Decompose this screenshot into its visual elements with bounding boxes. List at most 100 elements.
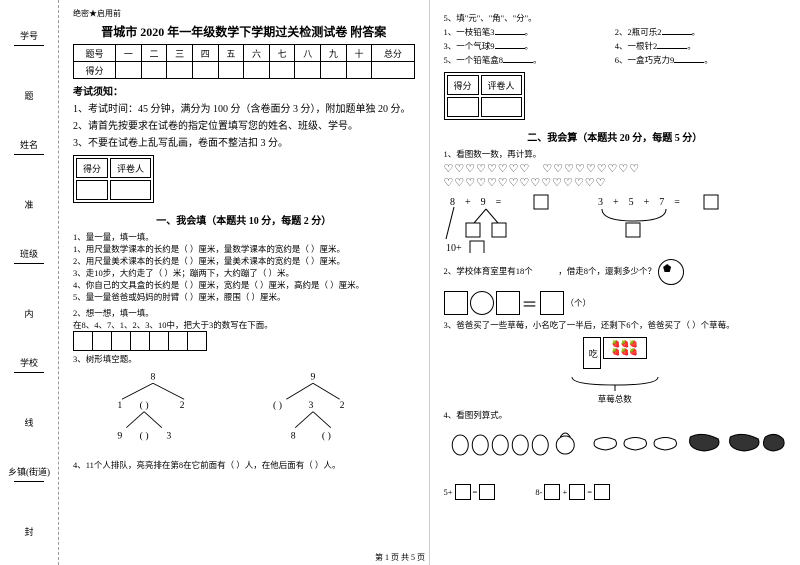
brace-icon	[570, 375, 660, 391]
section2-title: 二、我会算（本题共 20 分，每题 5 分）	[444, 129, 787, 144]
operator-circle	[470, 291, 494, 315]
s2q3-text: 3、爸爸买了一些草莓，小名吃了一半后，还剩下6个，爸爸买了（ ）个草莓。	[444, 319, 787, 331]
score-th: 六	[244, 45, 270, 62]
answer-box	[455, 484, 471, 500]
tree-left: 8 1 ( ) 2 9 ( ) 3	[83, 369, 223, 451]
q1-line: 1、用尺量数学课本的长约是（ ）厘米，量数学课本的宽约是（ ）厘米。	[73, 243, 415, 255]
q1-head: 1、量一量，填一填。	[73, 231, 415, 243]
page-footer: 第 1 页 共 5 页	[0, 552, 800, 563]
svg-text:3 + 5 + 7 =: 3 + 5 + 7 =	[598, 197, 680, 208]
rubric-box: 得分 评卷人	[73, 155, 154, 203]
svg-text:( ): ( )	[140, 400, 149, 411]
q4-text: 4、11个人排队，亮亮排在第8在它前面有（ ）人，在他后面有（ ）人。	[73, 459, 415, 471]
seal-mark: 准	[23, 200, 36, 209]
expr-prefix: 5+	[444, 487, 453, 497]
score-row-label: 得分	[74, 62, 116, 79]
binding-label-0: 乡镇(街道)	[8, 467, 50, 477]
answer-box	[496, 291, 520, 315]
answer-box	[594, 484, 610, 500]
q5-item: 1、一枝铅笔3	[444, 27, 495, 37]
score-th: 二	[141, 45, 167, 62]
svg-text:8: 8	[291, 430, 296, 441]
binding-label-2: 班级	[20, 249, 38, 259]
score-th: 八	[295, 45, 321, 62]
eat-label: 吃	[583, 337, 601, 369]
score-th: 一	[116, 45, 142, 62]
svg-text:( ): ( )	[322, 430, 331, 441]
tree-right: 9 ( ) 3 2 8 ( )	[243, 369, 383, 451]
svg-text:( ): ( )	[273, 400, 282, 411]
svg-text:9: 9	[117, 430, 122, 441]
exam-title: 晋城市 2020 年一年级数学下学期过关检测试卷 附答案	[73, 23, 415, 40]
s2q1-head: 1、看图数一数，再计算。	[444, 148, 787, 160]
score-th: 五	[218, 45, 244, 62]
field-line	[14, 371, 44, 373]
svg-text:8 + 9 =: 8 + 9 =	[450, 197, 502, 208]
q1-line: 3、走10步，大约走了（ ）米；蹦两下，大约蹦了（ ）米。	[73, 267, 415, 279]
svg-text:3: 3	[309, 400, 314, 411]
hearts-row: ♡♡♡♡♡♡♡♡ ♡♡♡♡♡♡♡♡♡	[444, 160, 787, 176]
expr-prefix: 8-	[535, 487, 542, 497]
score-th: 三	[167, 45, 193, 62]
answer-box	[569, 484, 585, 500]
svg-text:8: 8	[151, 372, 156, 383]
q5-item: 4、一根针2	[615, 41, 658, 51]
q1-line: 4、你自己的文具盒的长约是（ ）厘米，宽约是（ ）厘米，高约是（ ）厘米。	[73, 279, 415, 291]
seal-mark: 内	[23, 309, 36, 318]
rubric-box: 得分 评卷人	[444, 72, 525, 120]
rubric-marker: 评卷人	[481, 75, 522, 95]
score-table: 题号 一 二 三 四 五 六 七 八 九 十 总分 得分	[73, 44, 415, 79]
s2q4-text: 4、看图列算式。	[444, 409, 787, 421]
rubric-marker: 评卷人	[110, 158, 151, 178]
binding-label-4: 学号	[20, 31, 38, 41]
q5-item: 3、一个气球9	[444, 41, 495, 51]
hearts-row: ♡♡♡♡♡♡♡♡♡♡♡♡♡♡♡	[444, 176, 787, 189]
score-th: 九	[321, 45, 347, 62]
seal-mark: 线	[23, 418, 36, 427]
s2q2-text: 2、学校体育室里有18个 ，借走8个，還剩多少个？	[444, 266, 657, 276]
seal-mark: 题	[23, 91, 36, 100]
q5-item: 5、一个铅笔盒8	[444, 55, 504, 65]
svg-text:10+: 10+	[446, 243, 462, 253]
answer-box	[544, 484, 560, 500]
notice-heading: 考试须知：	[73, 83, 415, 98]
score-th: 七	[269, 45, 295, 62]
q5-head: 5、填"元"、"角"、"分"。	[444, 12, 787, 24]
notice-item: 2、请首先按要求在试卷的指定位置填写您的姓名、班级、学号。	[73, 117, 415, 132]
calc-left: 8 + 9 = 10+	[444, 193, 564, 255]
strawberry-total-label: 草莓总数	[444, 393, 787, 405]
notice-item: 1、考试时间：45 分钟，满分为 100 分（含卷面分 3 分），附加题单独 2…	[73, 100, 415, 115]
unit-label: （个）	[566, 297, 592, 309]
soccer-ball-icon	[658, 259, 684, 285]
answer-box	[444, 291, 468, 315]
section1-title: 一、我会填（本题共 10 分，每题 2 分）	[73, 212, 415, 227]
score-th: 十	[346, 45, 372, 62]
binding-label-1: 学校	[20, 358, 38, 368]
field-line	[14, 262, 44, 264]
score-th: 总分	[372, 45, 414, 62]
svg-text:3: 3	[166, 430, 171, 441]
confidential-label: 绝密★启用前	[73, 8, 415, 19]
field-line	[14, 153, 44, 155]
q2-line: 在8、4、7、1、2、3、10中，把大于3的数写在下面。	[73, 319, 415, 331]
binding-label-3: 姓名	[20, 140, 38, 150]
svg-text:2: 2	[340, 400, 345, 411]
q3-head: 3、树形填空题。	[73, 353, 415, 365]
rubric-score: 得分	[447, 75, 479, 95]
svg-text:( ): ( )	[140, 430, 149, 441]
strawberry-box: 🍓🍓🍓🍓🍓🍓	[603, 337, 647, 359]
score-th: 四	[192, 45, 218, 62]
field-line	[14, 480, 44, 482]
score-th: 题号	[74, 45, 116, 62]
q5-item: 6、一盒巧克力9	[615, 55, 675, 65]
svg-text:2: 2	[180, 400, 185, 411]
answer-box	[479, 484, 495, 500]
svg-text:1: 1	[117, 400, 122, 411]
q1-line: 5、量一量爸爸或妈妈的肘臂（ ）厘米，腰围（ ）厘米。	[73, 291, 415, 303]
q1-line: 2、用尺量美术课本的长约是（ ）厘米，量美术课本的宽约是（ ）厘米。	[73, 255, 415, 267]
q2-head: 2、想一想，填一填。	[73, 307, 415, 319]
rubric-score: 得分	[76, 158, 108, 178]
notice-item: 3、不要在试卷上乱写乱画，卷面不整洁扣 3 分。	[73, 134, 415, 149]
calc-right: 3 + 5 + 7 =	[594, 193, 734, 255]
svg-text:9: 9	[311, 372, 316, 383]
